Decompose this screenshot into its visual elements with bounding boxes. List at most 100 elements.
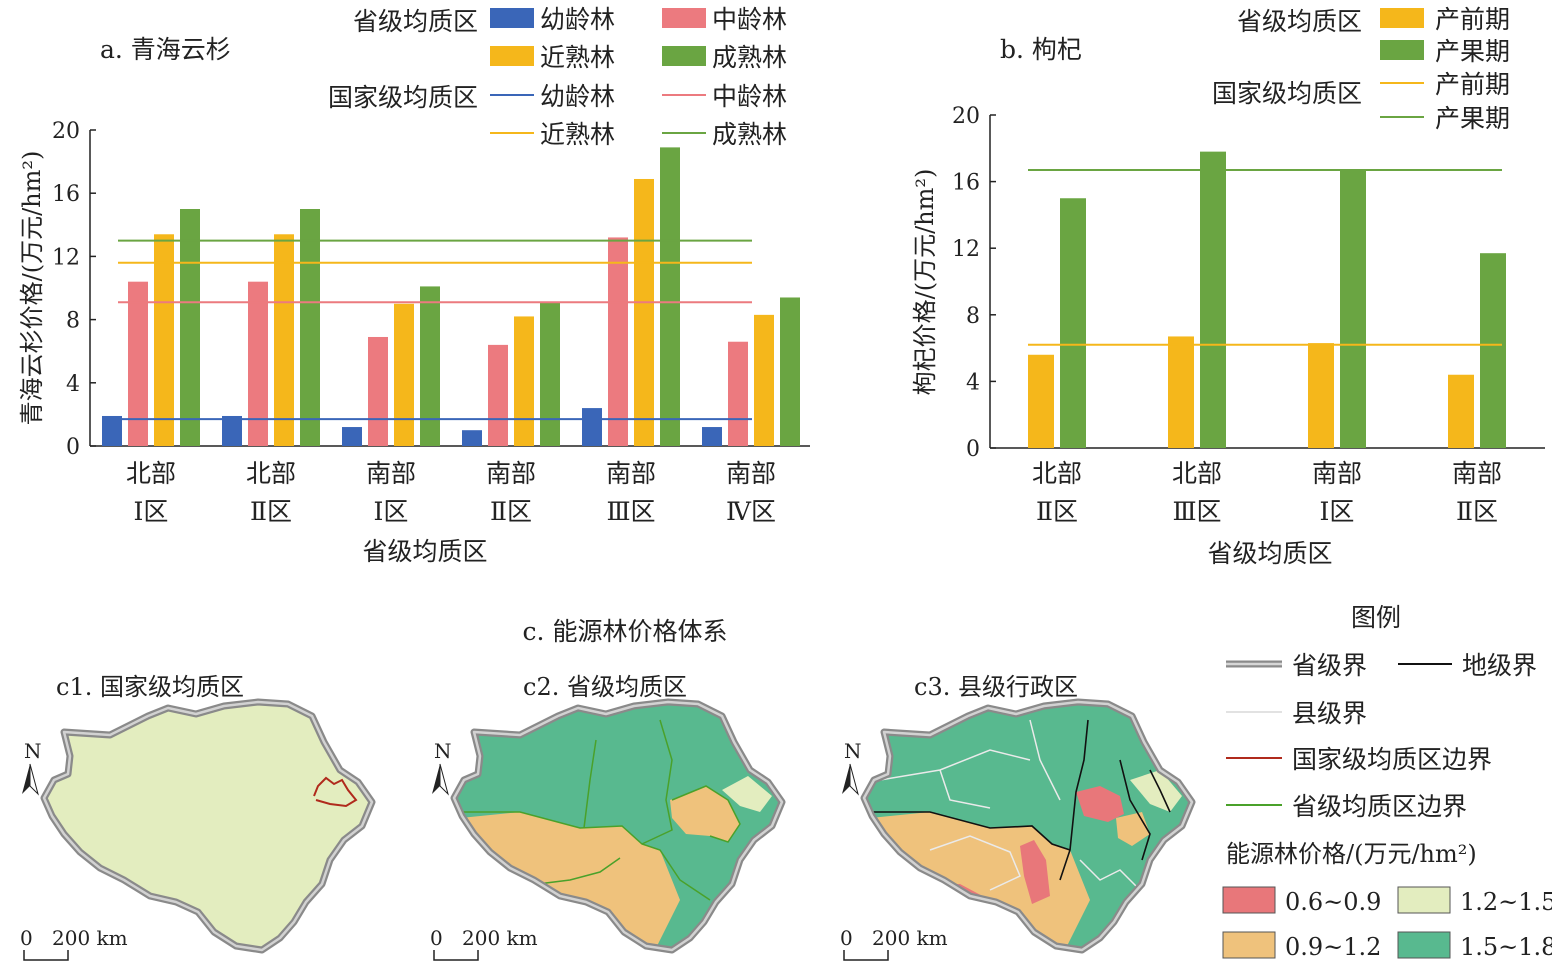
bar-幼龄林 [342,427,362,446]
provincial-boundary-inner [862,700,1194,952]
legend-provincial-zone-label: 省级均质区边界 [1292,792,1467,821]
y-tick-label: 20 [52,119,80,144]
scale-bar [23,950,69,961]
legend-prefectural-label: 地级界 [1462,651,1537,680]
y-tick-label: 16 [952,171,980,196]
map-c1: c1. 国家级均质区 N 0 200 km [20,673,376,961]
legend-class-label-4: 1.5~1.8 [1460,933,1552,961]
county-boundary [929,835,1021,891]
x-category-label: 南部 [1312,459,1362,488]
legend-b-swatch-产前期 [1380,8,1424,28]
bar-幼龄林 [702,427,722,446]
y-tick-label: 0 [966,437,980,462]
bar-成熟林 [180,209,200,446]
map-legend-title: 图例 [1351,603,1401,632]
legend-national-zone-label: 国家级均质区边界 [1292,745,1492,774]
chart-b-xlabel: 省级均质区 [1207,539,1332,568]
map-c2-title: c2. 省级均质区 [523,673,687,701]
y-tick-label: 12 [952,237,980,262]
bar-中龄林 [128,281,148,446]
north-arrow-icon [842,764,850,794]
x-category-label: 北部 [126,459,176,488]
region-northeast [722,776,772,812]
provincial-zone-boundary [671,785,741,843]
prefectural-boundary [1059,719,1089,881]
y-tick-label: 0 [66,435,80,460]
legend-a-swatch-近熟林 [490,46,534,66]
north-label: N [434,739,452,763]
chart-b-ylabel: 枸杞价格/(万元/hm²) [911,169,939,396]
x-category-label: 南部 [1452,459,1502,488]
map-legend: 图例 省级界 地级界 县级界 国家级均质区边界 省级均质区边界 能源林价格/(万… [1222,603,1552,961]
region-east [670,786,740,842]
legend-a-label-幼龄林: 幼龄林 [540,5,615,34]
legend-class-label-2: 1.2~1.5 [1460,888,1552,916]
north-arrow-icon [29,763,39,796]
bar-产前期 [1448,374,1474,448]
county-boundary [1029,719,1061,801]
scale-bar [433,950,479,961]
bar-幼龄林 [582,408,602,446]
bar-幼龄林 [222,415,242,446]
legend-class-swatch-4 [1397,931,1451,959]
prefectural-boundary [864,811,1071,851]
north-label: N [844,739,862,763]
county-boundary [1079,859,1141,891]
x-category-label: 南部 [486,459,536,488]
bar-成熟林 [660,147,680,446]
legend-a-line-label-近熟林: 近熟林 [540,120,615,149]
map-c3-title: c3. 县级行政区 [914,673,1078,701]
chart-a: a. 青海云杉 青海云杉价格/(万元/hm²) 省级均质区 省级均质区 国家级均… [18,5,810,566]
y-tick-label: 4 [966,370,980,395]
legend-b-label-产果期: 产果期 [1435,37,1510,66]
north-arrow-icon [432,764,440,794]
bar-中龄林 [368,336,388,446]
x-category-label: 南部 [366,459,416,488]
x-category-sublabel: Ⅱ区 [1036,497,1078,526]
region-red-east [1076,786,1124,822]
legend-a-swatch-幼龄林 [490,8,534,28]
bar-产果期 [1340,169,1366,448]
x-category-label: 南部 [726,459,776,488]
legend-county-label: 县级界 [1292,699,1367,728]
legend-b-lines-label: 国家级均质区 [1212,79,1362,108]
chart-a-ylabel: 青海云杉价格/(万元/hm²) [18,151,46,426]
x-category-sublabel: Ⅳ区 [726,497,776,526]
map-c2: c2. 省级均质区 N 0 200 km [430,673,786,961]
scale-label: 200 km [52,926,128,950]
x-category-sublabel: Ⅱ区 [1456,497,1498,526]
legend-a-label-成熟林: 成熟林 [712,43,787,72]
scale-bar [843,950,889,961]
scale-label: 200 km [462,926,538,950]
bar-近熟林 [514,316,534,446]
north-arrow-icon [22,764,30,794]
bar-中龄林 [608,237,628,446]
scale-zero: 0 [20,926,33,950]
scale-label: 200 km [872,926,948,950]
x-category-label: 北部 [1172,459,1222,488]
bar-近熟林 [274,234,294,446]
bar-中龄林 [728,341,748,446]
bar-近熟林 [634,178,654,447]
legend-class-swatch-1 [1222,886,1276,914]
legend-a-lines-label: 国家级均质区 [328,83,478,112]
x-category-sublabel: Ⅱ区 [250,497,292,526]
bar-幼龄林 [102,415,122,446]
legend-a-swatch-成熟林 [662,46,706,66]
map-c3: c3. 县级行政区 N 0 200 km [840,673,1196,961]
x-category-label: 北部 [1032,459,1082,488]
legend-class-swatch-3 [1222,931,1276,959]
legend-b-swatch-产果期 [1380,40,1424,60]
y-tick-label: 12 [52,245,80,270]
x-category-sublabel: Ⅰ区 [134,497,169,526]
legend-provincial-label: 省级界 [1292,651,1367,680]
x-category-sublabel: Ⅲ区 [606,497,655,526]
provincial-boundary-inner [452,700,784,952]
chart-b-title: b. 枸杞 [1000,35,1082,64]
legend-b-line-label-产果期: 产果期 [1435,104,1510,133]
legend-a-line-label-中龄林: 中龄林 [712,82,787,111]
y-tick-label: 20 [952,104,980,129]
provincial-boundary-inner [42,700,374,952]
